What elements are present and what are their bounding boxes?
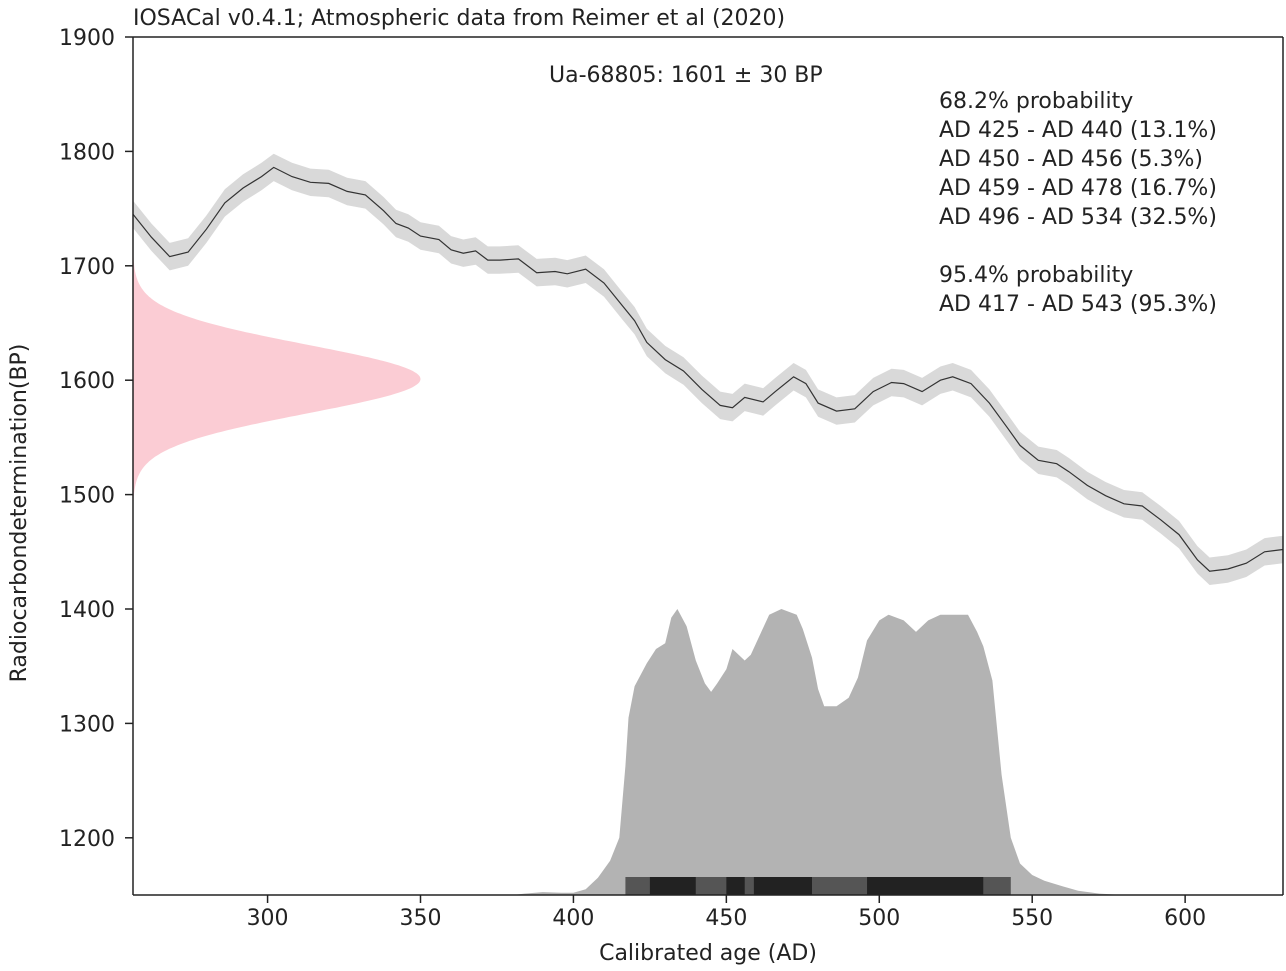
x-tick-label: 300 [247,906,289,931]
y-tick-label: 1500 [59,484,115,509]
x-tick-label: 350 [400,906,442,931]
chart-title: IOSACal v0.4.1; Atmospheric data from Re… [133,6,785,31]
probability-range-line: AD 496 - AD 534 (32.5%) [939,205,1217,230]
title-backdrop [126,0,910,36]
radiocarbon-determination-distribution [133,241,421,517]
y-tick-label: 1400 [59,598,115,623]
y-axis-ticks: 1200 1300 1400 1500 1600 1700 1800 1900 [59,26,133,852]
x-tick-label: 450 [705,906,747,931]
probability-ranges-text: 68.2% probability AD 425 - AD 440 (13.1%)… [939,89,1217,317]
y-axis-label: Radiocarbondetermination(BP) [7,344,32,683]
probability-range-line: AD 417 - AD 543 (95.3%) [939,292,1217,317]
calibration-curve-band [133,153,1283,585]
x-tick-label: 600 [1164,906,1206,931]
sample-label: Ua-68805: 1601 ± 30 BP [549,63,823,88]
y-tick-label: 1800 [59,140,115,165]
calibration-curve-group [132,153,1284,585]
y-tick-label: 1900 [59,26,115,51]
y-tick-label: 1600 [59,369,115,394]
hpd-range-bars [625,877,1011,895]
plot-frame [132,36,1284,896]
probability-range-line: AD 459 - AD 478 (16.7%) [939,176,1217,201]
y-tick-label: 1700 [59,255,115,280]
x-tick-label: 400 [552,906,594,931]
probability-range-line: AD 450 - AD 456 (5.3%) [939,147,1203,172]
probability-range-line: 68.2% probability [939,89,1133,114]
hpd-68-bar [726,877,745,895]
calibration-curve-line [132,166,1284,572]
y-tick-label: 1300 [59,712,115,737]
probability-range-line: AD 425 - AD 440 (13.1%) [939,118,1217,143]
x-axis-label: Calibrated age (AD) [599,941,817,966]
probability-range-line: 95.4% probability [939,263,1133,288]
x-axis-ticks: 300 350 400 450 500 550 600 [247,895,1206,931]
hpd-68-bar [867,877,984,895]
x-tick-label: 500 [858,906,900,931]
x-tick-label: 550 [1011,906,1053,931]
y-tick-label: 1200 [59,827,115,852]
hpd-68-bar [649,877,696,895]
hpd-68-bar [753,877,812,895]
calibrated-age-distribution [133,609,1283,895]
